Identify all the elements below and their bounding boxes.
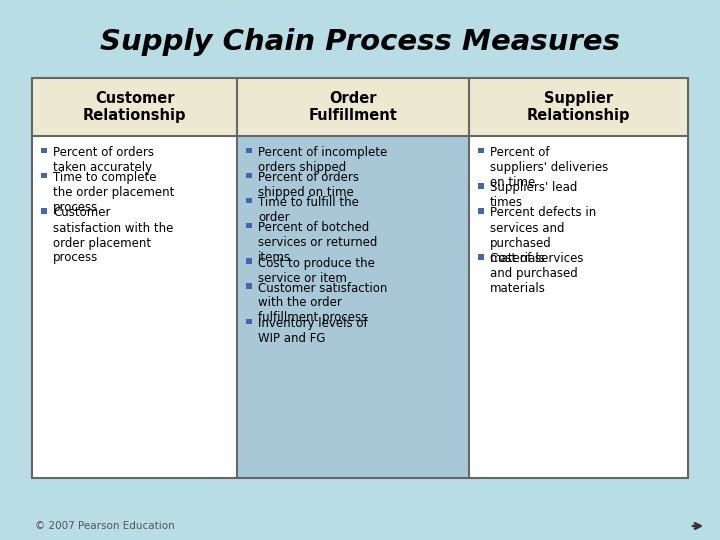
Text: Time to complete
the order placement
process: Time to complete the order placement pro… (53, 171, 174, 214)
Text: Percent of orders
taken accurately: Percent of orders taken accurately (53, 146, 154, 174)
Text: Supply Chain Process Measures: Supply Chain Process Measures (100, 28, 620, 56)
Bar (246, 283, 251, 288)
Text: Percent of orders
shipped on time: Percent of orders shipped on time (258, 171, 359, 199)
Text: Customer
satisfaction with the
order placement
process: Customer satisfaction with the order pla… (53, 206, 174, 265)
Text: Percent of
suppliers' deliveries
on time: Percent of suppliers' deliveries on time (490, 146, 608, 189)
Text: Percent of incomplete
orders shipped: Percent of incomplete orders shipped (258, 146, 387, 174)
Bar (478, 208, 484, 213)
Bar (246, 198, 251, 203)
Text: Time to fulfill the
order: Time to fulfill the order (258, 196, 359, 224)
Bar (246, 147, 251, 153)
Bar (478, 147, 484, 153)
Bar (469, 136, 688, 478)
Text: Percent defects in
services and
purchased
materials: Percent defects in services and purchase… (490, 206, 596, 265)
Text: © 2007 Pearson Education: © 2007 Pearson Education (35, 521, 175, 531)
Bar (237, 78, 469, 136)
Bar (41, 147, 47, 153)
Bar (41, 172, 47, 178)
Text: Inventory levels of
WIP and FG: Inventory levels of WIP and FG (258, 317, 368, 345)
Text: Customer satisfaction
with the order
fulfillment process: Customer satisfaction with the order ful… (258, 281, 387, 325)
Text: Percent of botched
services or returned
items: Percent of botched services or returned … (258, 221, 377, 264)
Text: Customer
Relationship: Customer Relationship (83, 91, 186, 123)
Text: Supplier
Relationship: Supplier Relationship (527, 91, 630, 123)
Bar (237, 136, 469, 478)
Bar (32, 136, 237, 478)
Bar (246, 222, 251, 228)
Bar (246, 172, 251, 178)
Bar (32, 78, 688, 478)
Bar (478, 254, 484, 260)
Bar (41, 208, 47, 213)
Bar (478, 183, 484, 188)
Text: Order
Fulfillment: Order Fulfillment (309, 91, 397, 123)
Bar (32, 78, 237, 136)
Bar (246, 258, 251, 264)
Text: Cost to produce the
service or item: Cost to produce the service or item (258, 256, 375, 285)
Bar (246, 319, 251, 324)
Text: Cost of services
and purchased
materials: Cost of services and purchased materials (490, 253, 583, 295)
Bar (469, 78, 688, 136)
Text: Suppliers' lead
times: Suppliers' lead times (490, 181, 577, 210)
